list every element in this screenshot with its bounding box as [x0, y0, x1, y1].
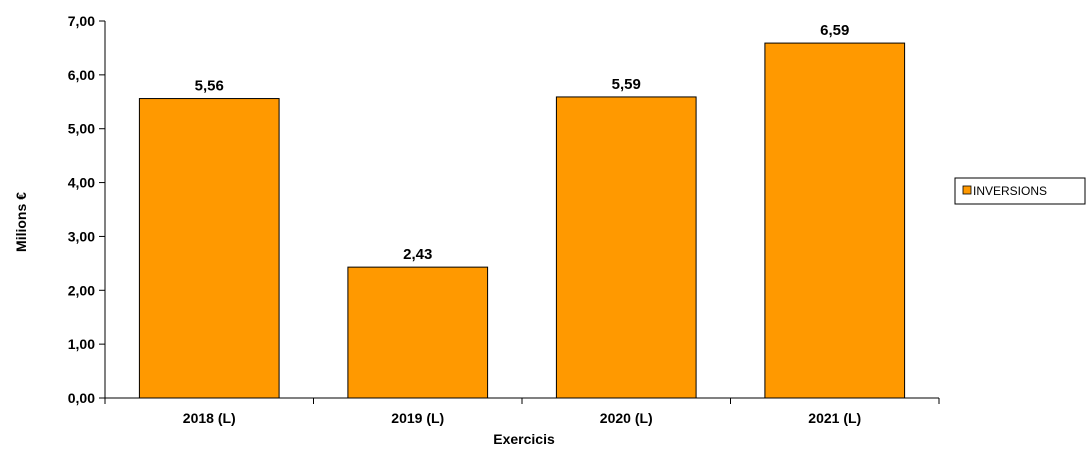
bar: [138, 98, 280, 399]
y-tick-label: 3,00: [68, 228, 95, 244]
data-label: 2,43: [403, 246, 432, 263]
bar: [555, 96, 697, 399]
data-label: 5,56: [195, 78, 224, 95]
bars: [138, 42, 906, 399]
x-axis: 2018 (L) 2019 (L) 2020 (L) 2021 (L): [104, 397, 940, 426]
y-tick-label: 4,00: [68, 175, 95, 191]
y-axis-title: Milions €: [13, 192, 29, 252]
x-tick-label: 2021 (L): [808, 410, 861, 426]
legend-swatch: [962, 185, 972, 195]
legend-box: [954, 177, 1086, 205]
y-tick-label: 2,00: [68, 282, 95, 298]
y-tick-label: 1,00: [68, 336, 95, 352]
data-label: 5,59: [612, 76, 641, 93]
data-labels: 5,56 2,43 5,59 6,59: [195, 22, 850, 263]
x-tick-label: 2019 (L): [391, 410, 444, 426]
legend: INVERSIONS: [954, 177, 1086, 205]
x-tick-label: 2018 (L): [183, 410, 236, 426]
data-label: 6,59: [820, 22, 849, 39]
y-axis: 0,00 1,00 2,00 3,00 4,00 5,00 6,00 7,00: [68, 13, 106, 406]
x-tick-label: 2020 (L): [600, 410, 653, 426]
legend-label: INVERSIONS: [973, 184, 1047, 198]
y-tick-label: 7,00: [68, 13, 95, 29]
x-axis-title: Exercicis: [493, 431, 555, 445]
y-tick-label: 6,00: [68, 67, 95, 83]
y-tick-label: 0,00: [68, 390, 95, 406]
bar: [764, 42, 906, 399]
y-tick-label: 5,00: [68, 121, 95, 137]
bar: [347, 266, 489, 399]
